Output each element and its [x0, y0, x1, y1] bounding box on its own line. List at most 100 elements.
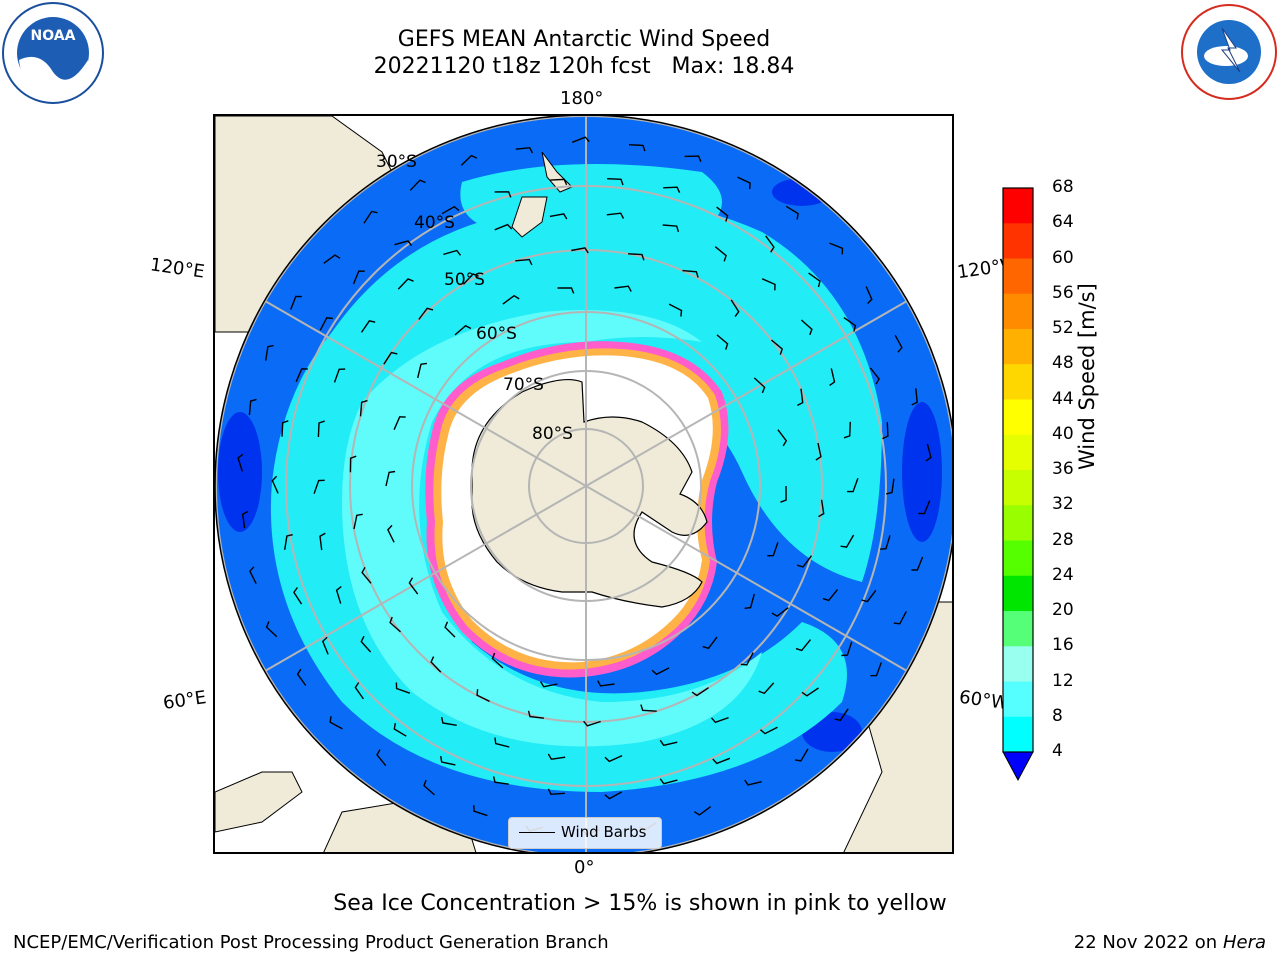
colorbar-tick-label: 28 [1052, 529, 1074, 550]
wind-barb [540, 681, 558, 688]
wind-barb [861, 589, 877, 603]
wind-barb [765, 235, 775, 253]
wind-barb [815, 442, 822, 461]
wind-barb [441, 716, 457, 726]
colorbar-tick-label: 32 [1052, 494, 1074, 515]
wind-barb [682, 269, 699, 278]
colorbar-tick-label: 12 [1052, 670, 1074, 691]
graticule [215, 116, 952, 852]
wind-barb [547, 788, 565, 796]
wind-barb [797, 388, 804, 407]
colorbar-cell [1003, 258, 1033, 295]
lon-label-60e: 60°E [161, 687, 208, 714]
colorbar-cell [1003, 399, 1033, 436]
wind-barb [319, 317, 333, 331]
wind-barb [423, 779, 435, 796]
wind-barb [249, 566, 257, 585]
wind-barb [248, 398, 257, 416]
wind-barb [460, 154, 478, 166]
colorbar-tick-label: 4 [1052, 741, 1063, 761]
wind-barb [911, 556, 924, 571]
wind-barb [354, 682, 364, 700]
wind-barb [604, 791, 623, 800]
wind-barb [797, 555, 813, 568]
sea-ice-note: Sea Ice Concentration > 15% is shown in … [333, 891, 947, 916]
wind-barb [290, 295, 302, 310]
wind-barb [317, 420, 325, 438]
lat-label: 80°S [532, 424, 573, 444]
chart-subtitle: 20221120 t18z 120h fcst Max: 18.84 [373, 54, 795, 79]
wind-barb [527, 710, 544, 719]
wind-barb [321, 636, 329, 655]
wind-barb [352, 270, 365, 285]
wind-barb [714, 246, 727, 262]
wind-barb [716, 334, 729, 350]
colorbar-tick-label: 16 [1052, 635, 1074, 656]
wind-barb [834, 708, 849, 722]
colorbar-cell [1003, 188, 1033, 224]
colorbar-cell [1003, 329, 1033, 365]
lat-label: 60°S [476, 324, 517, 344]
colorbar-cell [1003, 646, 1033, 682]
lon-label-180: 180° [560, 88, 604, 109]
wind-barb [417, 362, 427, 379]
wind-barb [494, 223, 513, 231]
wind-barb [393, 416, 406, 430]
wind-barb [777, 429, 788, 447]
wind-barb [659, 778, 678, 785]
wind-barb [333, 368, 346, 383]
wind-barb [894, 334, 903, 353]
wind-barb [710, 716, 729, 724]
wind-barb [870, 662, 882, 677]
colorbar-cell [1003, 681, 1033, 718]
wind-barb [840, 534, 855, 548]
wind-barb [476, 689, 490, 703]
colorbar-tick-label: 24 [1052, 564, 1074, 585]
wind-barb [847, 478, 859, 493]
wind-barb [313, 479, 325, 494]
wind-patch-low [218, 412, 262, 532]
colorbar-cells [1003, 188, 1033, 753]
noaa-logo: NOAA [0, 2, 106, 110]
colorbar-tick-label: 68 [1052, 177, 1074, 197]
wind-barb [335, 585, 342, 604]
colorbar-tick-label: 56 [1052, 282, 1074, 303]
lat-label: 70°S [503, 375, 544, 395]
wind-barb [737, 176, 751, 190]
wind-barb [454, 324, 472, 336]
wind-barb [880, 535, 891, 550]
wind-barb [614, 285, 632, 292]
wind-barb [753, 377, 766, 394]
colorbar-cell [1003, 575, 1033, 612]
wind-barb [284, 534, 293, 550]
wind-barb [376, 749, 387, 767]
footer-organization: NCEP/EMC/Verification Post Processing Pr… [13, 932, 609, 953]
wind-barb [494, 191, 512, 198]
wind-barb [607, 178, 624, 186]
wind-barb [730, 299, 740, 318]
wind-barb [571, 247, 589, 254]
wind-barb [383, 351, 398, 365]
wind-barb [843, 317, 857, 332]
wind-barb [659, 739, 678, 747]
wind-barb [744, 779, 762, 786]
wind-barb [385, 470, 396, 487]
wind-barb [295, 368, 308, 382]
wind-barb [557, 287, 575, 294]
wind-barb [462, 273, 479, 285]
wind-barb [547, 753, 566, 760]
wind-barb [502, 294, 520, 305]
wind-barb [865, 286, 873, 304]
wind-barb [758, 682, 775, 695]
wind-barb [604, 754, 623, 763]
antarctica-landmass [471, 379, 708, 608]
wind-barb [767, 542, 779, 557]
wind-barb [323, 254, 341, 264]
polar-map-canvas [215, 116, 952, 852]
wind-barb [760, 726, 778, 735]
wind-barb [693, 806, 712, 816]
colorbar-under-arrow [1002, 751, 1034, 782]
wind-barb [418, 307, 434, 320]
wind-barb [492, 776, 509, 785]
wind-barb [265, 621, 278, 638]
